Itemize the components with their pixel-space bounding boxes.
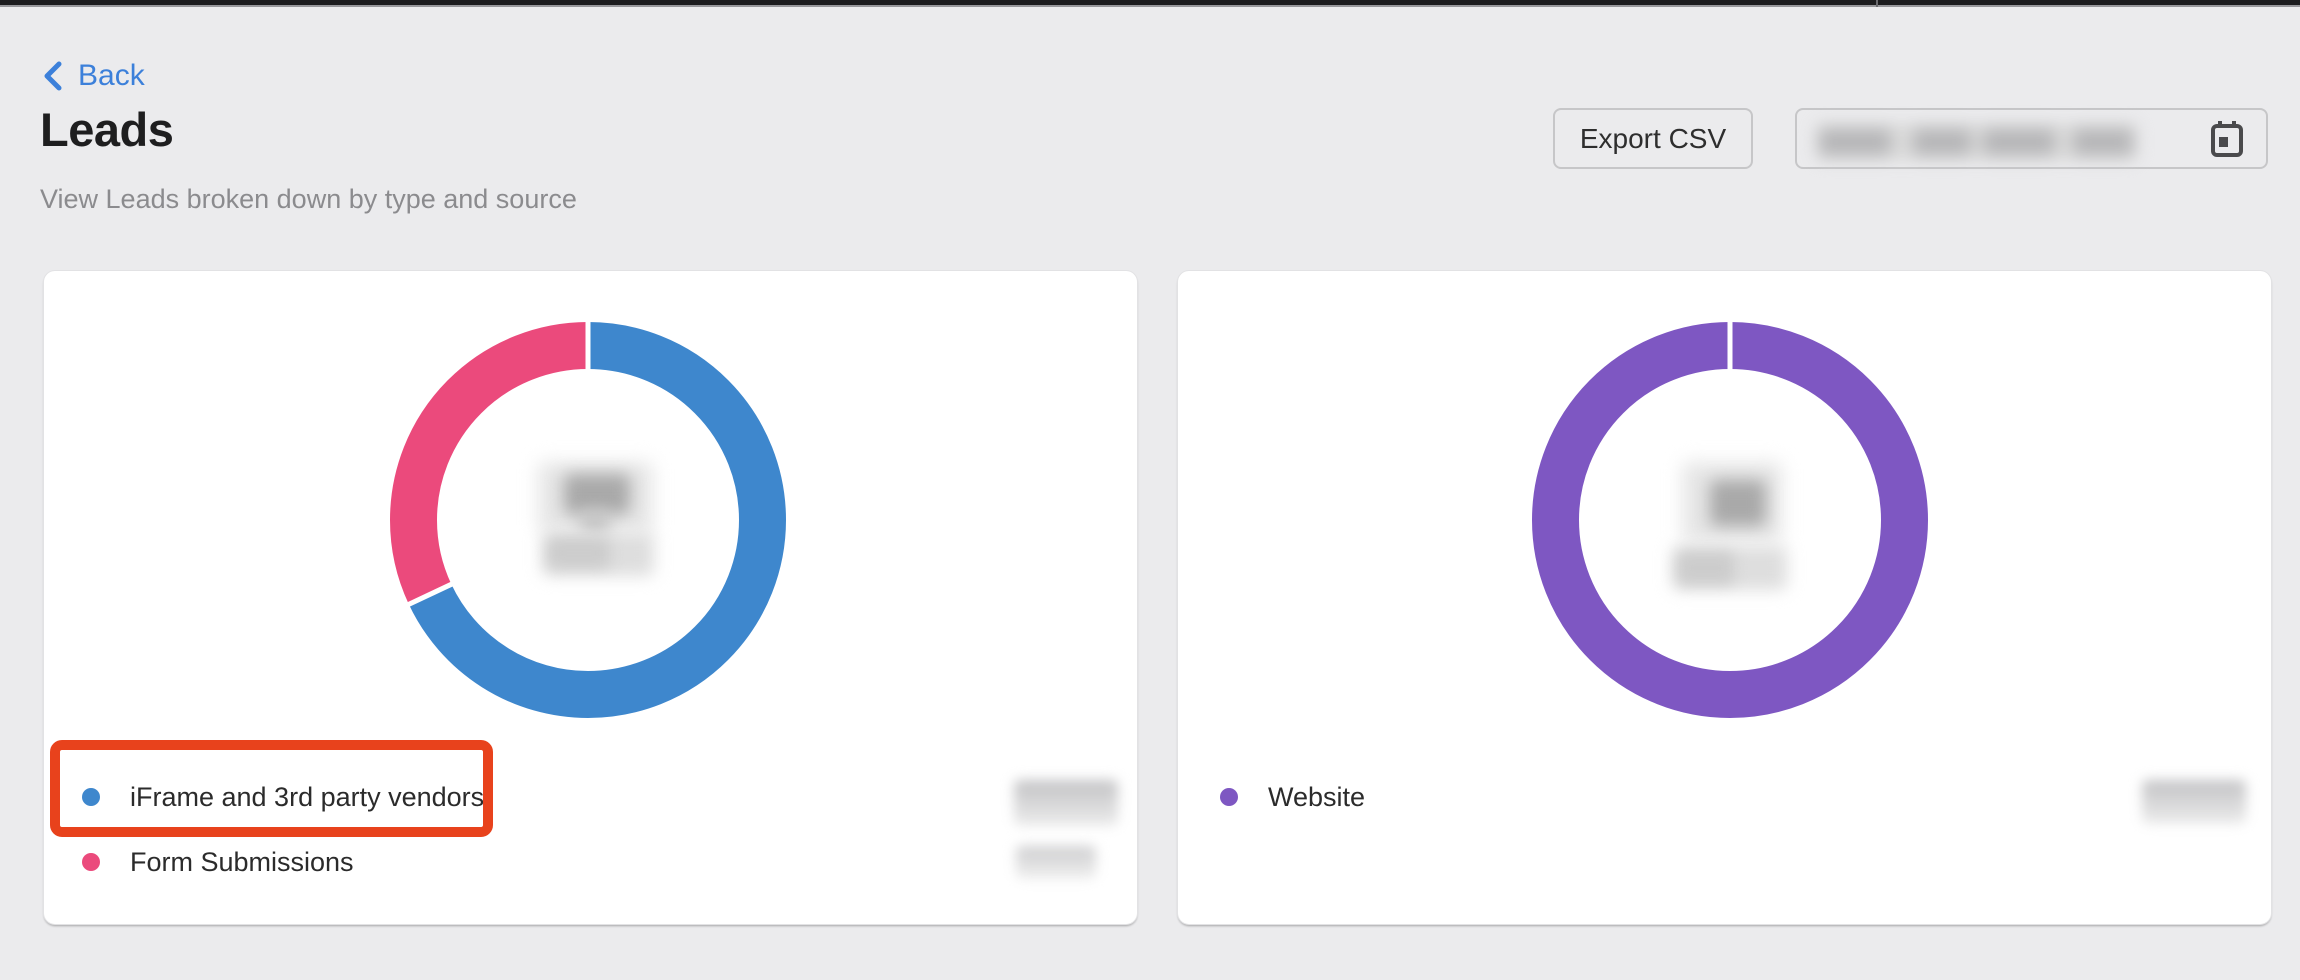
back-link-label: Back — [78, 59, 145, 92]
page-subtitle: View Leads broken down by type and sourc… — [40, 184, 577, 214]
legend-dot-iframe — [82, 788, 100, 806]
back-link[interactable]: Back — [42, 58, 145, 94]
legend-item-iframe[interactable]: iFrame and 3rd party vendors — [82, 782, 484, 812]
redacted-center-total — [538, 460, 663, 585]
segment-separators — [402, 316, 591, 610]
legend-dot-website — [1220, 788, 1238, 806]
back-chevron-icon — [44, 61, 62, 91]
legend-item-website[interactable]: Website — [1220, 782, 1365, 812]
legend-label-website: Website — [1268, 782, 1366, 812]
lead-source-donut-chart — [1532, 316, 1928, 718]
window-top-bar-divider — [1876, 0, 1878, 7]
lead-type-chart-card — [43, 270, 1138, 925]
redacted-value-form-submissions — [1016, 846, 1096, 879]
redacted-center-total — [1672, 462, 1797, 592]
calendar-icon[interactable] — [2210, 120, 2244, 158]
window-top-bar — [0, 0, 2300, 7]
legend-dot-form-submissions — [82, 853, 100, 871]
page-title: Leads — [40, 103, 174, 156]
redacted-value-iframe — [1014, 780, 1118, 826]
redacted-value-website — [2142, 780, 2246, 824]
legend-label-form-submissions: Form Submissions — [130, 847, 354, 877]
lead-source-chart-card — [1177, 270, 2272, 925]
lead-type-donut-chart — [390, 316, 786, 718]
date-range-input[interactable] — [1795, 108, 2268, 169]
export-csv-button[interactable]: Export CSV — [1553, 108, 1753, 169]
redacted-date-range-text — [1817, 123, 2137, 161]
legend-label-iframe: iFrame and 3rd party vendors — [130, 782, 485, 812]
legend-item-form-submissions[interactable]: Form Submissions — [82, 847, 354, 877]
